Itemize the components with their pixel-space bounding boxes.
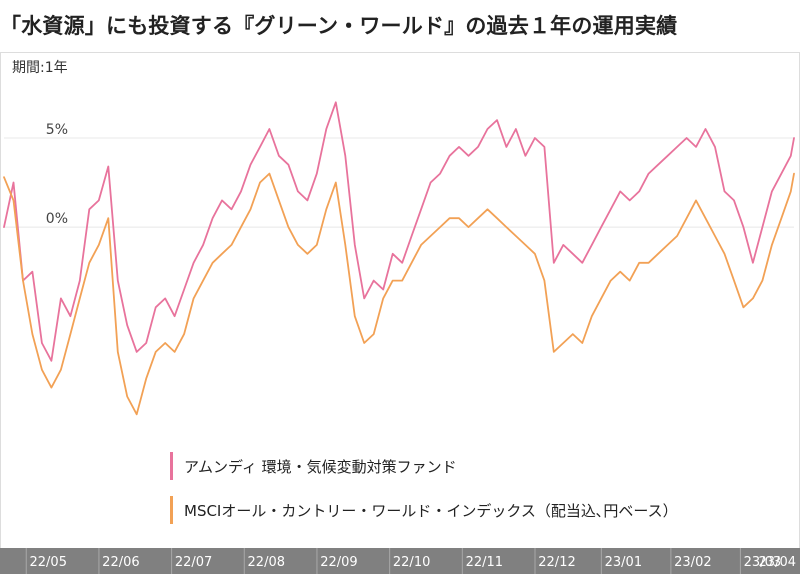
x-tick-label: 22/07 (175, 555, 212, 570)
x-axis-band-bg (0, 548, 800, 574)
x-tick-label: 22/09 (320, 555, 357, 570)
x-tick-label: 23/01 (605, 555, 642, 570)
period-label: 期間:1年 (12, 60, 68, 76)
x-tick-label: 22/06 (102, 555, 139, 570)
legend: アムンディ 環境・気候変動対策ファンド MSCIオール・カントリー・ワールド・イン… (170, 452, 678, 524)
legend-swatch-index (170, 496, 173, 524)
performance-line-chart: 期間:1年 0% 5% アムンディ 環境・気候変動対策ファンド MSCIオール・カン… (0, 52, 800, 574)
x-tick-label: 22/08 (248, 555, 285, 570)
series-lines (3, 101, 795, 416)
plot-frame (0, 52, 800, 574)
chart-container: 期間:1年 0% 5% アムンディ 環境・気候変動対策ファンド MSCIオール・カン… (0, 52, 800, 574)
series-line-index (3, 172, 795, 416)
y-tick-label: 0% (46, 211, 68, 227)
x-tick-label: 23/04 (759, 555, 796, 570)
x-axis-band: 22/05 22/06 22/07 22/08 22/09 22/10 22/11 22/12… (0, 548, 800, 574)
x-tick-label: 22/05 (30, 555, 67, 570)
legend-label-index: MSCIオール・カントリー・ワールド・インデックス（配当込､円ベース） (184, 502, 678, 520)
legend-swatch-fund (170, 452, 173, 480)
y-axis-ticks: 0% 5% (46, 122, 68, 227)
x-tick-label: 23/03 (744, 555, 781, 570)
x-tick-label: 23/02 (674, 555, 711, 570)
page-title: 「水資源」にも投資する『グリーン・ワールド』の過去１年の運用実績 (0, 14, 678, 38)
y-tick-label: 5% (46, 122, 68, 138)
x-tick-label: 22/12 (538, 555, 575, 570)
x-tick-label: 22/11 (466, 555, 503, 570)
gridlines (4, 137, 794, 228)
x-tick-label: 22/10 (393, 555, 430, 570)
legend-label-fund: アムンディ 環境・気候変動対策ファンド (184, 458, 457, 476)
series-line-fund (3, 101, 795, 362)
